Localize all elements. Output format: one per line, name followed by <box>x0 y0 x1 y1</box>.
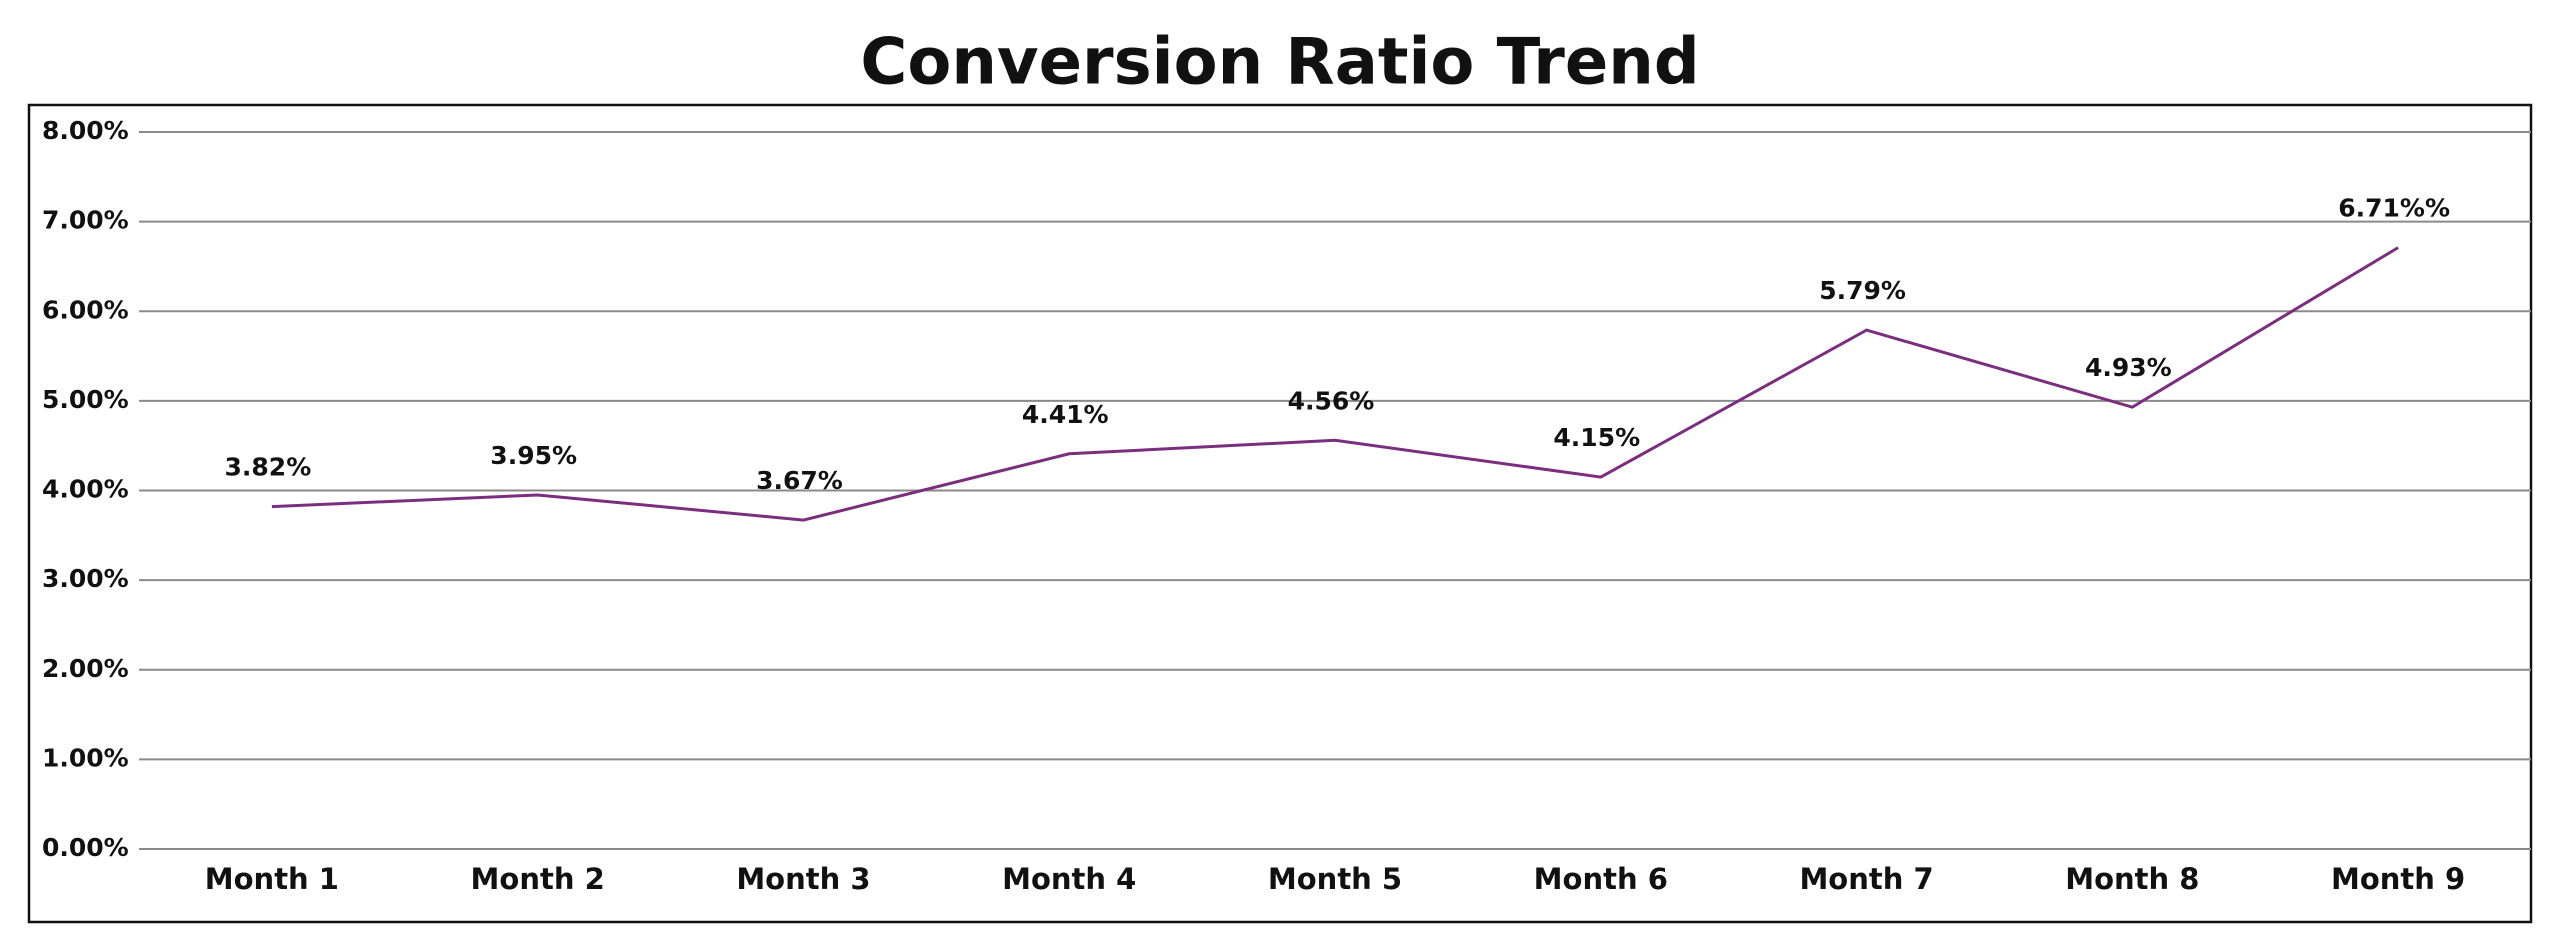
y-tick-label: 6.00% <box>42 295 129 324</box>
x-tick-label: Month 2 <box>471 862 605 896</box>
x-tick-label: Month 4 <box>1002 862 1136 896</box>
y-tick-label: 4.00% <box>42 475 129 504</box>
x-tick-label: Month 5 <box>1268 862 1402 896</box>
chart-title: Conversion Ratio Trend <box>860 26 1699 100</box>
data-label: 5.79% <box>1819 276 1906 305</box>
x-tick-label: Month 9 <box>2331 862 2465 896</box>
data-label: 4.93% <box>2085 353 2172 382</box>
y-tick-label: 8.00% <box>42 116 129 145</box>
y-tick-label: 3.00% <box>42 564 129 593</box>
y-tick-label: 0.00% <box>42 833 129 862</box>
data-label: 3.82% <box>225 453 312 482</box>
data-label: 4.41% <box>1022 400 1109 429</box>
x-tick-label: Month 6 <box>1534 862 1668 896</box>
data-label: 3.67% <box>756 466 843 495</box>
data-label: 4.56% <box>1288 386 1375 415</box>
data-label: 6.71%% <box>2338 194 2450 223</box>
x-tick-label: Month 7 <box>1799 862 1933 896</box>
x-tick-label: Month 3 <box>736 862 870 896</box>
y-tick-label: 5.00% <box>42 385 129 414</box>
data-label: 4.15% <box>1553 423 1640 452</box>
y-tick-label: 2.00% <box>42 654 129 683</box>
y-tick-label: 7.00% <box>42 206 129 235</box>
data-line <box>271 246 2399 522</box>
chart-border <box>27 103 2533 924</box>
data-label: 3.95% <box>490 441 577 470</box>
x-tick-label: Month 8 <box>2065 862 2199 896</box>
x-tick-label: Month 1 <box>205 862 339 896</box>
y-tick-label: 1.00% <box>42 743 129 772</box>
